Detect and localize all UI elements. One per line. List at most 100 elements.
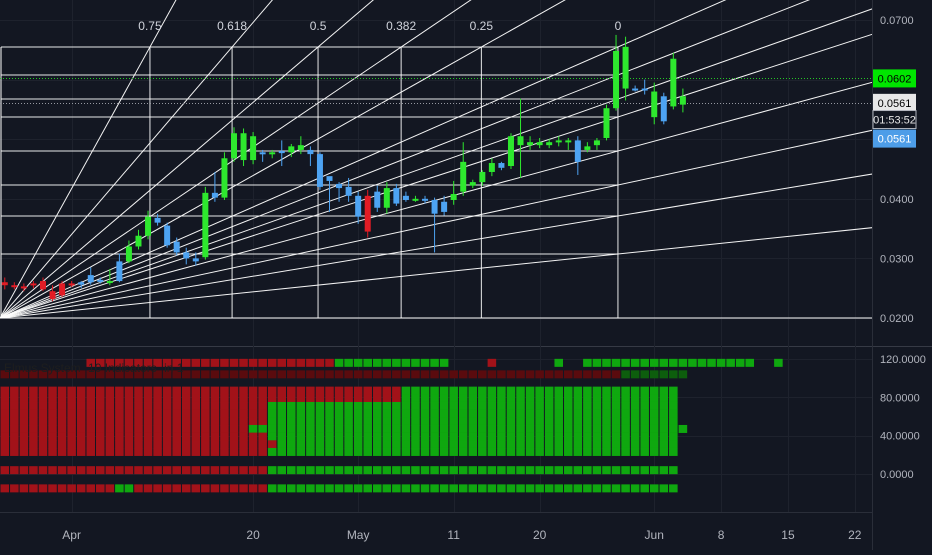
heatmap-cell [153, 401, 162, 410]
heatmap-cell [659, 417, 669, 426]
heatmap-cell [573, 424, 583, 433]
heatmap-cell [96, 401, 105, 410]
heatmap-cell [181, 440, 191, 449]
heatmap-cell [0, 401, 10, 410]
heatmap-cell [573, 417, 583, 426]
heatmap-cell [420, 370, 430, 379]
heatmap-cell [497, 409, 506, 418]
heatmap-cell [277, 484, 287, 493]
heatmap-cell [573, 401, 583, 410]
heatmap-cell [296, 401, 306, 410]
heatmap-cell [525, 417, 535, 426]
heatmap-cell [181, 432, 191, 441]
heatmap-cell [516, 484, 525, 493]
heatmap-cell [344, 358, 353, 367]
heatmap-cell [210, 370, 220, 379]
heatmap-cell [516, 386, 525, 395]
heatmap-cell [468, 447, 478, 456]
price-tag [873, 129, 916, 148]
heatmap-cell [430, 466, 439, 475]
heatmap-cell [258, 386, 267, 395]
heatmap-cell [554, 386, 564, 395]
heatmap-cell [201, 394, 210, 403]
heatmap-cell [478, 424, 487, 433]
heatmap-cell [497, 386, 506, 395]
heatmap-cell [430, 386, 439, 395]
heatmap-cell [487, 409, 497, 418]
heatmap-cell [392, 440, 401, 449]
heatmap-cell [57, 447, 67, 456]
heatmap-cell [0, 424, 10, 433]
heatmap-cell [201, 447, 210, 456]
heatmap-cell [439, 447, 449, 456]
heatmap-cell [86, 447, 96, 456]
heatmap-cell [315, 358, 325, 367]
heatmap-cell [353, 440, 363, 449]
x-tick-label: Apr [62, 528, 81, 542]
heatmap-cell [363, 417, 372, 426]
heatmap-cell [392, 409, 401, 418]
heatmap-cell [105, 370, 115, 379]
heatmap-cell [38, 401, 48, 410]
heatmap-cell [325, 447, 334, 456]
heatmap-cell [258, 424, 267, 433]
heatmap-cell [29, 447, 38, 456]
heatmap-cell [478, 386, 487, 395]
heatmap-cell [162, 466, 172, 475]
heatmap-cell [0, 466, 10, 475]
heatmap-cell [583, 358, 592, 367]
heatmap-cell [430, 440, 439, 449]
heatmap-cell [124, 394, 134, 403]
heatmap-cell [430, 394, 439, 403]
heatmap-cell [363, 424, 372, 433]
heatmap-cell [430, 401, 439, 410]
heatmap-cell [525, 401, 535, 410]
heatmap-cell [162, 440, 172, 449]
candle-body [632, 88, 639, 91]
heatmap-cell [659, 386, 669, 395]
heatmap-cell [525, 484, 535, 493]
heatmap-cell [258, 466, 267, 475]
indicator-count: 10 Indicators [88, 361, 157, 375]
heatmap-cell [29, 466, 38, 475]
heatmap-cell [67, 417, 76, 426]
heatmap-cell [86, 394, 96, 403]
heatmap-cell [76, 401, 86, 410]
heatmap-cell [210, 401, 220, 410]
heatmap-cell [86, 432, 96, 441]
heatmap-cell [583, 417, 592, 426]
heatmap-cell [210, 440, 220, 449]
heatmap-cell [105, 394, 115, 403]
heatmap-cell [602, 466, 611, 475]
heatmap-cell [353, 447, 363, 456]
heatmap-cell [420, 394, 430, 403]
heatmap-cell [458, 484, 468, 493]
heatmap-cell [124, 466, 134, 475]
heatmap-cell [258, 484, 267, 493]
heatmap-cell [10, 417, 19, 426]
heatmap-cell [611, 409, 621, 418]
heatmap-cell [29, 417, 38, 426]
heatmap-cell [267, 432, 277, 441]
heatmap-cell [392, 484, 401, 493]
heatmap-cell [583, 424, 592, 433]
heatmap-cell [76, 370, 86, 379]
candle-body [221, 158, 228, 198]
candle-body [355, 195, 362, 217]
heatmap-cell [277, 432, 287, 441]
heatmap-cell [162, 394, 172, 403]
heatmap-cell [210, 417, 220, 426]
heatmap-cell [220, 386, 229, 395]
heatmap-cell [306, 432, 315, 441]
heatmap-cell [630, 432, 640, 441]
fan-ray [0, 0, 273, 319]
candle-body [641, 88, 648, 91]
candle-body [173, 241, 180, 253]
heatmap-cell [583, 484, 592, 493]
heatmap-cell [659, 401, 669, 410]
heatmap-cell [229, 440, 239, 449]
heatmap-cell [315, 424, 325, 433]
heatmap-cell [621, 484, 630, 493]
heatmap-cell [506, 466, 516, 475]
